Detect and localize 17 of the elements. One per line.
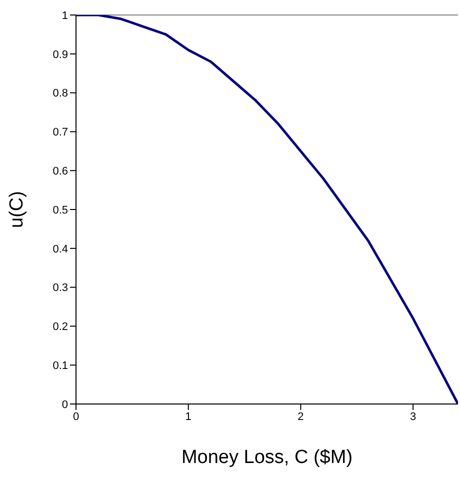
- y-tick-label: 1: [62, 10, 68, 22]
- y-tick-label: 0.7: [52, 126, 68, 139]
- x-axis-title: Money Loss, C ($M): [181, 447, 353, 468]
- x-tick-label: 2: [298, 410, 304, 423]
- x-tick-label: 0: [72, 410, 80, 423]
- y-tick-label: 0.6: [52, 166, 68, 178]
- y-tick-label: 0.1: [52, 360, 68, 372]
- y-tick-label: 0.3: [52, 282, 68, 294]
- y-tick-label: 0: [62, 398, 68, 411]
- y-tick-label: 0.2: [52, 321, 68, 334]
- y-tick-label: 0.5: [52, 204, 68, 216]
- x-tick-label: 3: [410, 410, 416, 423]
- y-axis-title: u(C): [6, 191, 28, 228]
- x-tick-label: 1: [185, 410, 192, 423]
- y-tick-label: 0.4: [52, 243, 68, 256]
- y-tick-label: 0.8: [52, 88, 68, 100]
- y-tick-label: 0.9: [52, 48, 68, 61]
